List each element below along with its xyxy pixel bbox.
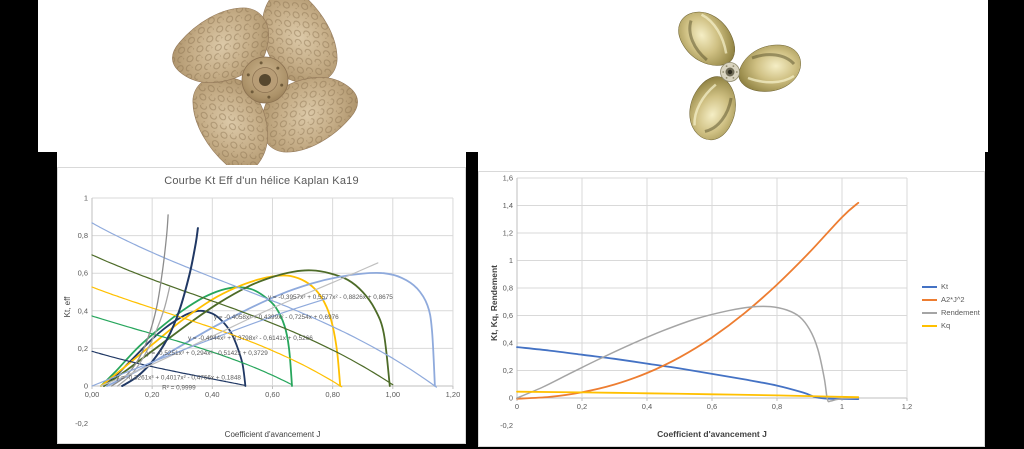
three-blade-propeller-photo [678,11,801,140]
legend-label: Kt [941,282,949,291]
legend-label: Kq [941,321,951,330]
legend-line-swatch [922,324,937,327]
propeller-photos [172,0,801,165]
svg-text:0,2: 0,2 [503,366,513,375]
svg-text:R² = 0,9999: R² = 0,9999 [162,384,196,391]
series-Kt [516,346,860,400]
series-Kq [516,390,860,399]
svg-text:0,2: 0,2 [577,402,587,411]
svg-text:0,6: 0,6 [503,311,513,320]
legend-label: A2*J^2 [941,295,965,304]
legend-line-swatch [922,285,937,288]
svg-text:0: 0 [84,382,88,391]
svg-text:-0,2: -0,2 [75,419,88,428]
gridlines [91,197,454,389]
series-Rendement [516,305,860,403]
legend-line-swatch [922,298,937,301]
svg-text:1,6: 1,6 [503,174,513,183]
svg-text:0,4: 0,4 [503,339,513,348]
svg-text:1: 1 [509,256,513,265]
propeller-blade [678,11,735,66]
svg-text:1,4: 1,4 [503,201,513,210]
left-chart-panel: Courbe Kt Eff d'un hélice Kaplan Ka19 1 0… [57,167,466,444]
x-axis-title: Coefficient d'avancement J [225,430,321,439]
series-fit-darkgreen [91,254,394,386]
propeller-blade [172,7,269,83]
svg-text:1: 1 [840,402,844,411]
propeller-blade [262,0,338,84]
svg-text:y = -0,5251x³ + 0,294x² - 0,51: y = -0,5251x³ + 0,294x² - 0,5142x + 0,37… [146,350,268,357]
svg-text:0: 0 [509,394,513,403]
series-fit-yellow [91,286,343,388]
legend-item-Kq: Kq [922,319,980,332]
legend-label: Rendement [941,308,980,317]
svg-text:0,00: 0,00 [85,390,100,399]
propeller-blade [689,76,736,140]
tick-labels: 1,6 1,4 1,2 1 0,8 0,6 0,4 0,2 0 -0,2 0 0,2 0,4 0,6 0,8… [500,174,912,431]
y-axis-title: Kt, Kq, Rendement [489,265,499,341]
svg-text:0,4: 0,4 [78,306,88,315]
svg-text:0,2: 0,2 [78,344,88,353]
svg-text:1,2: 1,2 [503,229,513,238]
svg-text:0,40: 0,40 [205,390,220,399]
svg-text:0,60: 0,60 [265,390,280,399]
svg-text:0,8: 0,8 [78,231,88,240]
svg-text:y = -0,4058x³ + 0,4399x² - 0,7: y = -0,4058x³ + 0,4399x² - 0,7254x + 0,6… [214,314,339,321]
right-chart-panel: 1,6 1,4 1,2 1 0,8 0,6 0,4 0,2 0 -0,2 0 0,2 0,4 0,6 0,8… [478,171,985,447]
left-chart-title: Courbe Kt Eff d'un hélice Kaplan Ka19 [164,175,359,187]
svg-text:0: 0 [515,402,519,411]
axis-titles: Coefficient d'avancement J Kt, Kq, Rendem… [489,265,767,439]
svg-text:-0,2: -0,2 [500,421,513,430]
hub-bolts [722,65,738,79]
series [91,214,437,388]
legend-item-A2*J^2: A2*J^2 [922,293,980,306]
svg-text:0,8: 0,8 [503,284,513,293]
annotations: y = -0,3957x³ + 0,5577x² - 0,8826x + 0,8… [116,294,393,391]
svg-text:0,20: 0,20 [145,390,160,399]
svg-text:1: 1 [84,194,88,203]
svg-text:0,8: 0,8 [772,402,782,411]
series-fit-lightblue [91,222,437,388]
series-steep-gray-2 [116,286,171,387]
svg-text:1,00: 1,00 [385,390,400,399]
legend-line-swatch [922,311,937,314]
svg-text:1,20: 1,20 [446,390,461,399]
axis-titles: Coefficient d'avancement J Kt, eff [63,296,320,439]
y-axis-title: Kt, eff [63,296,72,318]
right-white-margin [478,152,985,172]
kt-eff-chart: 10,80,60,40,20-0,20,00 0,20 0,40 0,60 0,80 1,… [63,194,460,440]
x-axis-title: Coefficient d'avancement J [657,429,767,439]
svg-text:0,4: 0,4 [642,402,652,411]
svg-text:1,2: 1,2 [902,402,912,411]
svg-text:y = -0,3957x³ + 0,5577x² - 0,8: y = -0,3957x³ + 0,5577x² - 0,8826x + 0,8… [268,294,393,301]
svg-text:0,80: 0,80 [325,390,340,399]
series-steep-navy [121,227,199,387]
hub-bore [259,74,271,86]
legend: Kt A2*J^2 Rendement Kq [922,280,980,332]
legend-item-Kt: Kt [922,280,980,293]
legend-item-Rendement: Rendement [922,306,980,319]
svg-text:y = -0,4944x³ + 0,3798x² - 0,6: y = -0,4944x³ + 0,3798x² - 0,6141x + 0,5… [188,335,313,342]
hub-bolts [246,61,284,99]
four-blade-propeller-photo [172,0,358,165]
left-white-margin [57,152,466,168]
series-fit-navy [91,350,246,386]
kt-kq-rendement-chart: 1,6 1,4 1,2 1 0,8 0,6 0,4 0,2 0 -0,2 0 0,2 0,4 0,6 0,8… [489,174,912,440]
series-diag-gray [100,262,379,387]
hub-bore [727,69,733,75]
svg-text:0,6: 0,6 [78,269,88,278]
propeller-blade [738,44,801,92]
series-kt-bell-green [100,286,293,387]
series-kt-bell-navy [103,309,247,387]
series-diag-lightblue [91,298,328,387]
svg-text:0,6: 0,6 [707,402,717,411]
series [516,201,860,403]
tick-labels: 10,80,60,40,20-0,20,00 0,20 0,40 0,60 0,80 1,… [75,194,460,429]
propeller-blade [261,77,358,153]
svg-text:y = -0,3261x³ + 0,4017x² - 0,4: y = -0,3261x³ + 0,4017x² - 0,4766x + 0,1… [116,374,241,381]
